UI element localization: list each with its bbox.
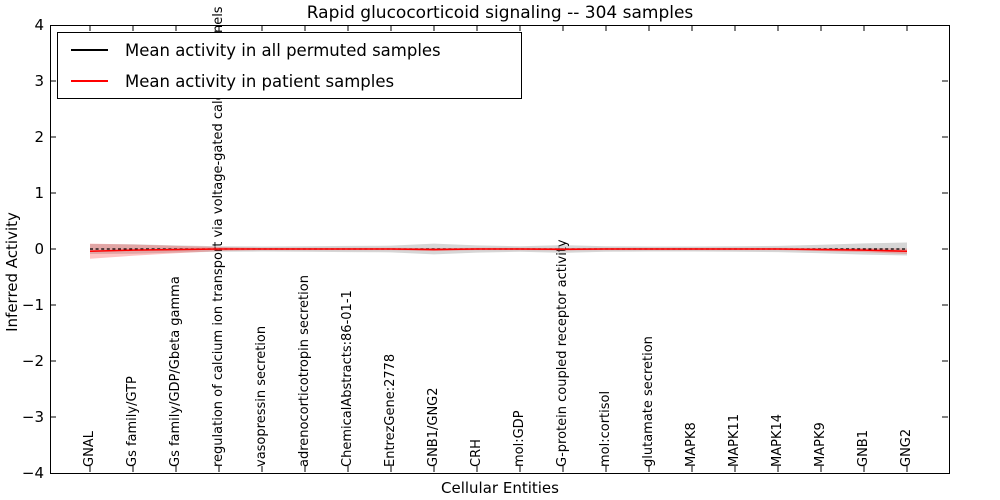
y-tick-label: −3 (21, 408, 44, 426)
y-tick-label: 1 (34, 184, 44, 202)
legend-item-permuted: Mean activity in all permuted samples (58, 37, 521, 64)
y-tick-label: −1 (21, 296, 44, 314)
y-tick-labels: 4 3 2 1 0 −1 −2 −3 −4 (0, 0, 50, 500)
axis-ticks (50, 25, 948, 472)
chart-canvas (50, 25, 948, 472)
legend-label: Mean activity in patient samples (125, 71, 395, 91)
permuted-line-swatch (71, 49, 108, 51)
legend-label: Mean activity in all permuted samples (125, 40, 441, 60)
patient-mean-line (89, 248, 908, 253)
y-tick-label: −2 (21, 352, 44, 370)
x-axis-label: Cellular Entities (441, 479, 559, 497)
y-tick-label: 4 (34, 16, 44, 34)
y-tick-label: 2 (34, 128, 44, 146)
y-tick-label: 3 (34, 72, 44, 90)
y-tick-label: 0 (34, 240, 44, 258)
patient-line-swatch (71, 80, 108, 82)
y-tick-label: −4 (21, 464, 44, 482)
legend: Mean activity in all permuted samples Me… (57, 32, 522, 99)
chart-title: Rapid glucocorticoid signaling -- 304 sa… (306, 3, 694, 23)
legend-item-patient: Mean activity in patient samples (58, 68, 521, 95)
